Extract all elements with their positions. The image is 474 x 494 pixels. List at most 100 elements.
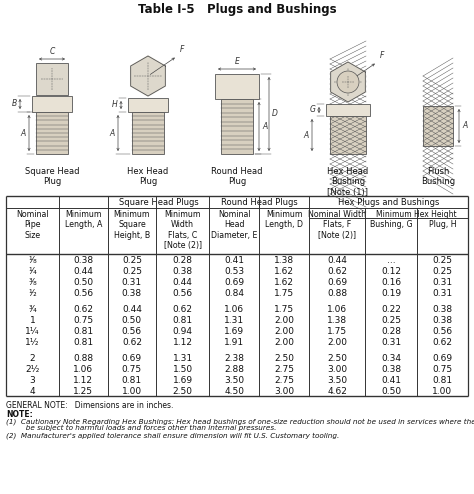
Bar: [32, 96, 72, 112]
Text: 1: 1: [30, 316, 36, 325]
Text: 0.50: 0.50: [381, 387, 401, 396]
Text: 0.56: 0.56: [173, 289, 193, 298]
Text: 0.56: 0.56: [432, 327, 452, 336]
Text: 0.62: 0.62: [432, 338, 452, 347]
Text: 0.19: 0.19: [381, 289, 401, 298]
Text: 0.81: 0.81: [73, 338, 93, 347]
Text: Nominal Width
Flats, F
[Note (2)]: Nominal Width Flats, F [Note (2)]: [308, 210, 366, 240]
Text: 0.75: 0.75: [432, 365, 452, 374]
Text: 0.62: 0.62: [327, 267, 347, 276]
Text: 1.75: 1.75: [274, 289, 294, 298]
Text: B: B: [12, 99, 17, 109]
Text: ...: ...: [387, 256, 395, 265]
Text: 2: 2: [30, 354, 36, 363]
Text: 0.75: 0.75: [73, 316, 93, 325]
Text: D: D: [272, 110, 278, 119]
Text: 1.38: 1.38: [327, 316, 347, 325]
Text: 0.38: 0.38: [73, 256, 93, 265]
Text: 1.62: 1.62: [274, 267, 294, 276]
Text: 0.41: 0.41: [381, 376, 401, 385]
Text: H: H: [112, 100, 118, 110]
Bar: [132, 112, 164, 154]
Text: 0.44: 0.44: [328, 256, 347, 265]
Text: 2.50: 2.50: [327, 354, 347, 363]
Text: 0.31: 0.31: [381, 338, 401, 347]
Text: 0.25: 0.25: [122, 267, 142, 276]
Text: A: A: [262, 122, 267, 131]
Text: 3: 3: [30, 376, 36, 385]
Text: 1¹⁄₂: 1¹⁄₂: [25, 338, 40, 347]
Text: 0.41: 0.41: [224, 256, 244, 265]
Text: Round Head
Plug: Round Head Plug: [211, 167, 263, 186]
Text: 1.00: 1.00: [432, 387, 452, 396]
Text: 0.22: 0.22: [381, 305, 401, 314]
Text: 0.81: 0.81: [173, 316, 193, 325]
Bar: [128, 98, 168, 112]
Text: 0.50: 0.50: [73, 278, 93, 287]
Text: 0.53: 0.53: [224, 267, 244, 276]
Text: 0.69: 0.69: [224, 278, 244, 287]
Text: 0.94: 0.94: [173, 327, 193, 336]
Text: 0.31: 0.31: [432, 289, 452, 298]
Text: Bushing, G: Bushing, G: [370, 220, 412, 229]
Text: 0.88: 0.88: [73, 354, 93, 363]
Text: Minimum Hex Height: Minimum Hex Height: [376, 210, 457, 219]
Text: 2.00: 2.00: [327, 338, 347, 347]
Text: A: A: [110, 128, 115, 137]
Text: 1.91: 1.91: [224, 338, 244, 347]
Text: Table I-5   Plugs and Bushings: Table I-5 Plugs and Bushings: [137, 3, 337, 16]
Text: 0.62: 0.62: [173, 305, 193, 314]
Text: (2)  Manufacturer's applied tolerance shall ensure dimension will fit U.S. Custo: (2) Manufacturer's applied tolerance sha…: [6, 432, 339, 439]
Text: 3.00: 3.00: [327, 365, 347, 374]
Text: 0.25: 0.25: [432, 267, 452, 276]
Text: 0.50: 0.50: [122, 316, 142, 325]
Text: 0.44: 0.44: [73, 267, 93, 276]
Text: 0.69: 0.69: [327, 278, 347, 287]
Text: 0.38: 0.38: [432, 316, 452, 325]
Text: Flush
Bushing: Flush Bushing: [421, 167, 455, 186]
Text: 1.06: 1.06: [73, 365, 93, 374]
Text: 0.12: 0.12: [381, 267, 401, 276]
Text: 2.00: 2.00: [274, 316, 294, 325]
Text: 4.50: 4.50: [224, 387, 244, 396]
Text: 0.28: 0.28: [381, 327, 401, 336]
Text: 1.12: 1.12: [73, 376, 93, 385]
Text: 1.31: 1.31: [173, 354, 193, 363]
Text: 2.75: 2.75: [274, 376, 294, 385]
Text: ¹⁄₂: ¹⁄₂: [28, 289, 37, 298]
Text: 0.62: 0.62: [122, 338, 142, 347]
Text: 1.12: 1.12: [173, 338, 193, 347]
Text: 0.38: 0.38: [432, 305, 452, 314]
Text: Nominal
Pipe
Size: Nominal Pipe Size: [16, 210, 49, 240]
Text: 2.00: 2.00: [274, 338, 294, 347]
Text: 1.75: 1.75: [327, 327, 347, 336]
Bar: [36, 112, 68, 154]
Text: 1.06: 1.06: [224, 305, 244, 314]
Text: 1.25: 1.25: [73, 387, 93, 396]
Text: 0.34: 0.34: [381, 354, 401, 363]
Text: 2.38: 2.38: [224, 354, 244, 363]
Text: A: A: [304, 130, 309, 139]
Text: 0.81: 0.81: [432, 376, 452, 385]
Text: Hex Plugs and Bushings: Hex Plugs and Bushings: [338, 198, 439, 207]
Text: 0.62: 0.62: [73, 305, 93, 314]
Bar: [330, 116, 366, 154]
Polygon shape: [131, 56, 165, 96]
Text: F: F: [379, 51, 383, 60]
Text: ¹⁄₄: ¹⁄₄: [28, 267, 37, 276]
Text: G: G: [310, 106, 316, 115]
Text: Plug, H: Plug, H: [428, 220, 456, 229]
Text: 1.50: 1.50: [173, 365, 193, 374]
Text: 0.69: 0.69: [122, 354, 142, 363]
Text: 0.56: 0.56: [122, 327, 142, 336]
Text: Minimum
Length, A: Minimum Length, A: [64, 210, 102, 229]
Text: ¹⁄₈: ¹⁄₈: [28, 256, 37, 265]
Text: 2.88: 2.88: [224, 365, 244, 374]
Text: C: C: [49, 47, 55, 56]
Text: 0.31: 0.31: [122, 278, 142, 287]
Text: 1.00: 1.00: [122, 387, 142, 396]
Bar: [326, 104, 370, 116]
Text: Nominal
Head
Diameter, E: Nominal Head Diameter, E: [211, 210, 257, 240]
Text: 0.84: 0.84: [224, 289, 244, 298]
Text: 2.00: 2.00: [274, 327, 294, 336]
